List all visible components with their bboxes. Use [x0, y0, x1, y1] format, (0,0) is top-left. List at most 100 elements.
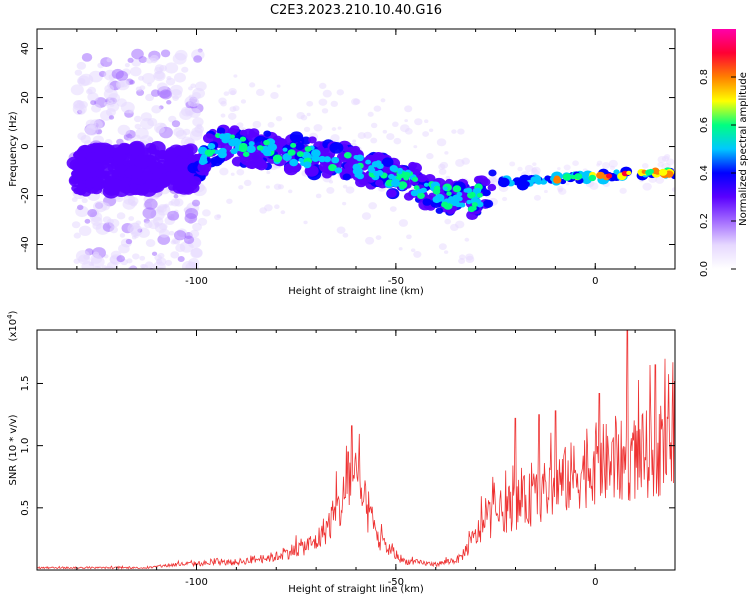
spectrogram-blob	[655, 176, 665, 184]
spectrogram-blob	[676, 169, 687, 179]
spectrogram-blob	[202, 209, 211, 217]
spectrogram-blob	[112, 150, 126, 163]
spectrogram-blob	[138, 56, 147, 64]
spectrogram-blob	[449, 197, 458, 205]
spectrogram-blob	[417, 173, 428, 183]
spectrogram-blob	[184, 208, 199, 219]
spectrogram-blob	[136, 274, 149, 285]
spectrogram-blob	[223, 91, 230, 96]
spectrogram-blob	[239, 136, 247, 142]
spectrogram-blob	[422, 131, 430, 137]
spectrogram-xlabel: Height of straight line (km)	[288, 286, 424, 297]
spectrogram-blob	[166, 76, 172, 81]
spectrogram-blob	[183, 235, 195, 245]
spectrogram-blob	[155, 125, 165, 134]
spectrogram-blob	[544, 189, 548, 194]
spectrogram-blob	[246, 145, 256, 153]
spectrogram-blob	[124, 169, 133, 177]
spectrogram-blob	[132, 284, 139, 290]
y-tick-label: 0	[20, 143, 31, 149]
spectrogram-blob	[126, 270, 135, 278]
spectrogram-blob	[140, 112, 152, 122]
spectrogram-blob	[171, 120, 181, 128]
spectrogram-blob	[342, 173, 352, 181]
spectrogram-blob	[403, 171, 411, 178]
spectrogram-blob	[411, 176, 419, 182]
snr-ylabel: SNR (10 * v/v)	[8, 414, 19, 485]
spectrogram-blob	[596, 163, 601, 167]
spectrogram-blob	[202, 133, 215, 144]
spectrogram-blob	[173, 72, 186, 83]
spectrogram-blob	[664, 153, 671, 160]
spectrogram-blob	[117, 124, 131, 136]
spectrogram-blob	[259, 207, 267, 214]
spectrogram-blob	[151, 105, 162, 114]
spectrogram-blob	[133, 234, 139, 239]
spectrogram-blob	[119, 233, 126, 238]
spectrogram-blob	[87, 92, 99, 102]
spectrogram-blob	[413, 145, 418, 149]
snr-axes: -100 -50 0 0.5 1.0 1.5	[20, 330, 676, 588]
spectrogram-blob	[682, 179, 687, 183]
spectrogram-blob	[119, 79, 129, 88]
spectrogram-blob	[321, 108, 329, 114]
spectrogram-blob	[572, 160, 579, 166]
spectrogram-blob	[276, 84, 281, 88]
spectrogram-blob	[533, 194, 542, 201]
spectrogram-blob	[108, 218, 120, 228]
spectrogram-blob	[532, 162, 537, 166]
spectrogram-blob	[676, 153, 685, 160]
spectrogram-blob	[609, 165, 615, 170]
spectrogram-blob	[353, 98, 361, 105]
spectrogram-blob	[331, 156, 340, 164]
spectrogram-blob	[392, 121, 399, 128]
spectrogram-blob	[134, 155, 150, 169]
spectrogram-blob	[132, 253, 140, 260]
spectrogram-blob	[159, 89, 172, 100]
spectrogram-blob	[444, 218, 452, 225]
spectrogram-blob	[264, 146, 270, 151]
spectrogram-panel: -100 -50 0 -40 -20 0 20 40 Height of straight l…	[8, 28, 687, 297]
spectrogram-blob	[116, 255, 125, 263]
spectrogram-blob	[444, 151, 449, 155]
spectrogram-blob	[570, 174, 576, 180]
spectrogram-blob	[232, 105, 240, 112]
y-tick-label: -40	[20, 236, 31, 252]
spectrogram-blob	[154, 66, 163, 75]
spectrogram-blob	[666, 158, 675, 166]
spectrogram-blob	[336, 89, 345, 96]
spectrogram-blob	[476, 201, 484, 208]
spectrogram-blob	[170, 251, 180, 259]
spectrogram-blob	[344, 162, 353, 170]
spectrogram-blob	[381, 157, 394, 168]
spectrogram-blob	[465, 253, 474, 261]
spectrogram-blob	[393, 137, 402, 145]
spectrogram-blob	[679, 178, 685, 183]
spectrogram-blob	[671, 187, 675, 192]
spectrogram-blob	[464, 237, 470, 242]
spectrogram-blob	[380, 98, 386, 103]
spectrogram-blob	[92, 251, 100, 257]
spectrogram-blob	[191, 199, 201, 207]
spectrogram-blob	[127, 265, 138, 269]
spectrogram-blob	[411, 168, 421, 176]
spectrogram-blob	[455, 159, 465, 167]
spectrogram-blob	[168, 273, 179, 282]
spectrogram-blob	[435, 207, 444, 214]
spectrogram-blob	[217, 150, 227, 159]
spectrogram-blob	[323, 156, 331, 163]
colorbar-tick-label: 0.0	[699, 261, 710, 277]
spectrogram-blob	[92, 273, 104, 283]
spectrogram-blob	[126, 276, 136, 284]
spectrogram-blob	[465, 187, 473, 194]
spectrogram-blob	[641, 163, 649, 169]
spectrogram-blob	[273, 183, 282, 190]
spectrogram-blob	[140, 118, 154, 130]
spectrogram-blob	[162, 275, 175, 286]
spectrogram-blob	[562, 173, 572, 181]
spectrogram-blob	[243, 179, 252, 187]
colorbar-tick-label: 0.4	[699, 165, 710, 181]
spectrogram-blob	[78, 254, 91, 265]
spectrogram-blob	[152, 279, 160, 286]
spectrogram-blob	[73, 268, 78, 269]
